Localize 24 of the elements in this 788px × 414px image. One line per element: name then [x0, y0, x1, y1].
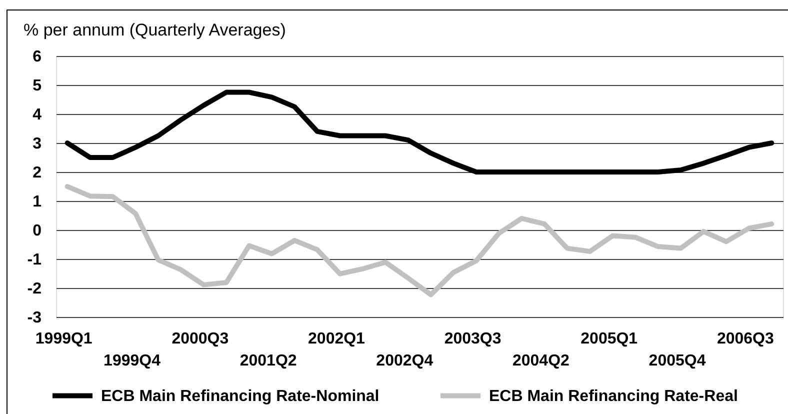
x-tick-label: 2006Q3 [716, 330, 774, 348]
y-tick-label: 5 [32, 78, 42, 94]
x-tick-label: 2004Q2 [512, 352, 570, 370]
x-tick-label: 2002Q1 [308, 330, 366, 348]
legend-label: ECB Main Refinancing Rate-Real [489, 388, 738, 405]
y-tick-label: 4 [32, 106, 42, 124]
x-tick-label: 2003Q3 [444, 330, 502, 348]
x-tick-label: 1999Q1 [35, 330, 92, 348]
y-tick-label: -1 [27, 252, 42, 268]
y-tick-label: 0 [32, 222, 42, 240]
x-tick-label: 2002Q4 [376, 352, 434, 370]
y-tick-label: 6 [32, 48, 42, 66]
x-tick-label: 2001Q2 [240, 352, 297, 370]
y-axis-title: % per annum (Quarterly Averages) [24, 20, 286, 40]
x-tick-label: 2005Q1 [580, 330, 638, 348]
legend-label: ECB Main Refinancing Rate-Nominal [101, 388, 380, 405]
y-tick-label: -2 [27, 280, 42, 298]
y-tick-label: -3 [27, 310, 42, 326]
y-tick-label: 2 [32, 164, 42, 182]
x-tick-label: 1999Q4 [104, 352, 161, 370]
x-tick-label: 2005Q4 [648, 352, 706, 370]
y-tick-label: 3 [32, 136, 42, 152]
x-tick-label: 2000Q3 [172, 330, 229, 348]
y-tick-label: 1 [32, 194, 42, 210]
